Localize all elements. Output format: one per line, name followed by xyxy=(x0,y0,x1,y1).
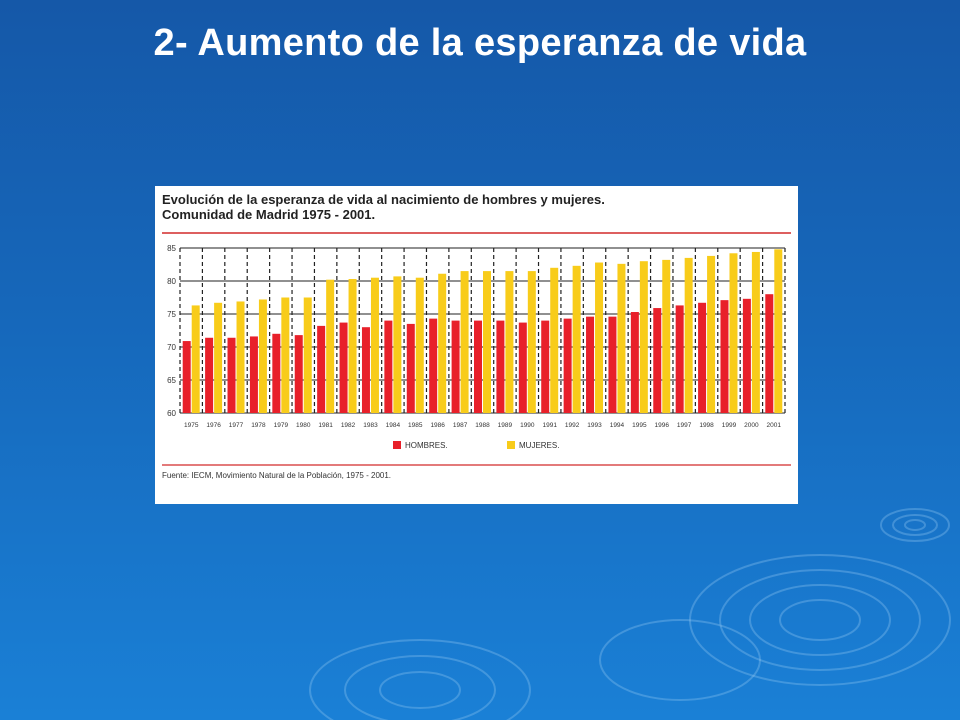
bar-mujeres xyxy=(483,271,491,413)
bar-hombres xyxy=(339,322,348,413)
bar-mujeres xyxy=(639,261,648,413)
x-tick-label: 1977 xyxy=(229,422,244,429)
bar-mujeres xyxy=(303,297,312,413)
bar-mujeres xyxy=(751,251,760,413)
x-tick-label: 1996 xyxy=(655,422,670,429)
legend-swatch-hombres xyxy=(393,441,401,449)
x-tick-label: 2001 xyxy=(767,422,782,429)
bar-hombres xyxy=(675,305,684,413)
bar-mujeres xyxy=(774,249,783,413)
bar-hombres xyxy=(541,320,550,413)
bar-hombres xyxy=(742,298,751,413)
bar-mujeres xyxy=(572,265,581,413)
bar-hombres xyxy=(406,323,415,413)
bar-mujeres xyxy=(527,271,536,413)
bar-mujeres xyxy=(415,277,424,413)
x-tick-label: 1997 xyxy=(677,422,692,429)
bar-mujeres xyxy=(258,299,267,413)
bar-mujeres xyxy=(617,263,626,413)
x-tick-label: 1999 xyxy=(722,422,737,429)
bar-hombres xyxy=(249,336,258,413)
bar-hombres xyxy=(608,316,617,413)
chart-title-line2: Comunidad de Madrid 1975 - 2001. xyxy=(162,207,376,222)
bar-mujeres xyxy=(348,279,357,413)
bar-hombres xyxy=(205,337,214,413)
bar-mujeres xyxy=(281,297,290,413)
bar-mujeres xyxy=(326,279,335,413)
bar-hombres xyxy=(765,294,774,413)
bar-hombres xyxy=(451,320,460,413)
x-tick-label: 1979 xyxy=(274,422,289,429)
x-tick-label: 1982 xyxy=(341,422,356,429)
x-tick-label: 1998 xyxy=(699,422,714,429)
slide-title: 2- Aumento de la esperanza de vida xyxy=(153,22,807,64)
y-tick-label: 75 xyxy=(167,310,176,319)
bar-mujeres xyxy=(460,271,469,413)
x-tick-label: 1994 xyxy=(610,422,625,429)
legend-label-mujeres: MUJERES. xyxy=(519,441,559,450)
x-tick-label: 1976 xyxy=(206,422,221,429)
x-tick-label: 1988 xyxy=(475,422,490,429)
bar-hombres xyxy=(227,337,236,413)
bar-chart: 60 65 70 75 80 85 1975 1976 1977 1978 1979 1980 1981… xyxy=(162,232,791,466)
x-tick-label: 1989 xyxy=(498,422,513,429)
x-tick-label: 1983 xyxy=(363,422,378,429)
bar-hombres xyxy=(586,316,595,413)
bar-mujeres xyxy=(707,255,716,413)
bar-mujeres xyxy=(214,302,223,413)
x-tick-label: 1995 xyxy=(632,422,647,429)
y-tick-label: 85 xyxy=(167,244,176,253)
bar-mujeres xyxy=(550,267,559,413)
bar-mujeres xyxy=(191,305,200,413)
bar-hombres xyxy=(630,312,639,413)
y-tick-label: 60 xyxy=(167,409,176,418)
x-tick-label: 1992 xyxy=(565,422,580,429)
bar-hombres xyxy=(361,327,370,413)
chart-source: Fuente: IECM, Movimiento Natural de la P… xyxy=(162,471,392,480)
chart-title: Evolución de la esperanza de vida al nac… xyxy=(162,192,792,222)
bar-hombres xyxy=(294,335,303,413)
x-tick-label: 1980 xyxy=(296,422,311,429)
bar-hombres xyxy=(720,300,729,413)
x-tick-label: 1984 xyxy=(386,422,401,429)
bar-mujeres xyxy=(662,259,671,413)
bar-mujeres xyxy=(729,253,738,413)
bar-mujeres xyxy=(684,257,693,413)
bar-hombres xyxy=(518,322,527,413)
x-tick-label: 1985 xyxy=(408,422,423,429)
bar-mujeres xyxy=(393,276,402,413)
bar-mujeres xyxy=(595,262,604,413)
bar-mujeres xyxy=(505,271,514,413)
x-tick-label: 1987 xyxy=(453,422,468,429)
x-tick-label: 1978 xyxy=(251,422,266,429)
y-tick-label: 80 xyxy=(167,277,176,286)
legend-label-hombres: HOMBRES. xyxy=(405,441,448,450)
legend-swatch-mujeres xyxy=(507,441,515,449)
x-tick-label: 1993 xyxy=(587,422,602,429)
x-tick-label: 2000 xyxy=(744,422,759,429)
x-tick-label: 1990 xyxy=(520,422,535,429)
bar-hombres xyxy=(317,325,326,413)
bar-hombres xyxy=(474,320,482,413)
bar-mujeres xyxy=(438,273,447,413)
x-tick-label: 1981 xyxy=(318,422,333,429)
y-tick-label: 65 xyxy=(167,376,176,385)
bar-hombres xyxy=(182,341,191,413)
bar-hombres xyxy=(272,333,281,413)
bar-hombres xyxy=(563,318,572,413)
chart-panel: Evolución de la esperanza de vida al nac… xyxy=(155,186,798,504)
bar-hombres xyxy=(496,320,505,413)
x-tick-label: 1986 xyxy=(430,422,445,429)
bar-hombres xyxy=(429,318,438,413)
x-tick-label: 1975 xyxy=(184,422,199,429)
bar-mujeres xyxy=(236,301,245,413)
y-tick-label: 70 xyxy=(167,343,176,352)
x-tick-label: 1991 xyxy=(542,422,557,429)
bar-hombres xyxy=(653,308,662,413)
bar-mujeres xyxy=(370,277,379,413)
chart-title-line1: Evolución de la esperanza de vida al nac… xyxy=(162,192,605,207)
bar-hombres xyxy=(384,320,393,413)
bar-hombres xyxy=(698,302,707,413)
